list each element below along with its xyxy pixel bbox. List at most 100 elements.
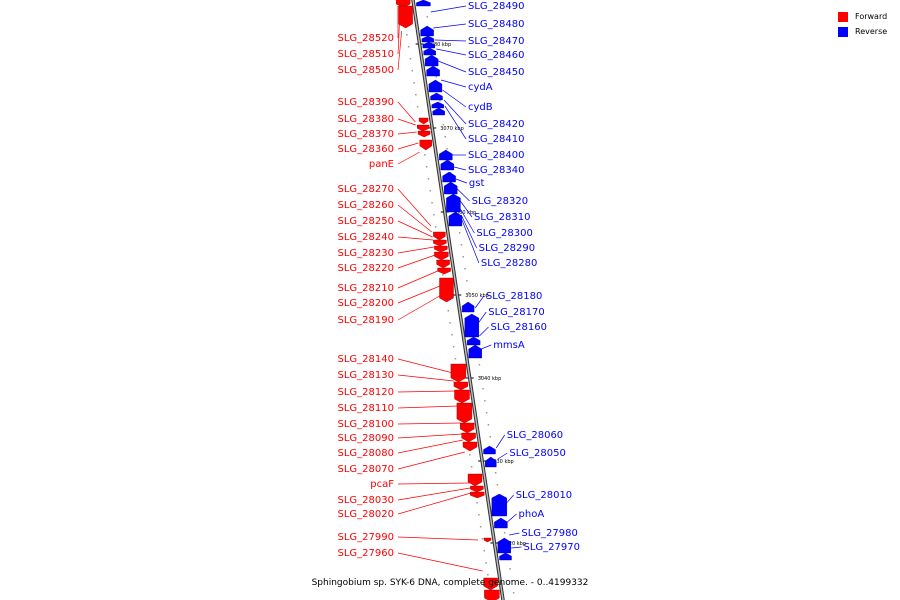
gene-label-slg-28170[interactable]: SLG_28170 xyxy=(488,307,544,318)
reverse-gene-feature-32[interactable] xyxy=(466,336,481,346)
gene-label-cydb[interactable]: cydB xyxy=(468,102,493,113)
gene-label-pcaf[interactable]: pcaF xyxy=(370,479,394,490)
gene-label-mmsa[interactable]: mmsA xyxy=(493,340,525,351)
reverse-gene-feature-9[interactable] xyxy=(428,79,443,93)
reverse-gene-feature-41[interactable] xyxy=(483,445,496,455)
forward-gene-feature-24[interactable] xyxy=(433,239,447,247)
forward-gene-feature-29[interactable] xyxy=(439,277,454,303)
reverse-gene-feature-10[interactable] xyxy=(430,92,443,101)
forward-gene-feature-36[interactable] xyxy=(454,389,470,404)
forward-gene-feature-26[interactable] xyxy=(434,251,449,261)
gene-label-pane[interactable]: panE xyxy=(369,159,394,170)
reverse-gene-feature-21[interactable] xyxy=(446,193,461,213)
gene-label-slg-28240[interactable]: SLG_28240 xyxy=(338,232,394,243)
gene-label-slg-28280[interactable]: SLG_28280 xyxy=(481,258,537,269)
gene-label-slg-28340[interactable]: SLG_28340 xyxy=(468,165,524,176)
gene-label-slg-28020[interactable]: SLG_28020 xyxy=(338,509,394,520)
forward-gene-feature-28[interactable] xyxy=(437,267,451,275)
reverse-gene-feature-2[interactable] xyxy=(416,0,431,7)
forward-gene-feature-39[interactable] xyxy=(461,432,476,443)
gene-label-slg-28270[interactable]: SLG_28270 xyxy=(338,184,394,195)
reverse-gene-feature-47[interactable] xyxy=(494,517,508,529)
gene-label-slg-28420[interactable]: SLG_28420 xyxy=(468,119,524,130)
gene-label-slg-28390[interactable]: SLG_28390 xyxy=(338,97,394,108)
reverse-gene-feature-3[interactable] xyxy=(420,25,434,37)
gene-label-slg-28290[interactable]: SLG_28290 xyxy=(479,243,535,254)
gene-label-slg-28470[interactable]: SLG_28470 xyxy=(468,36,524,47)
reverse-gene-feature-7[interactable] xyxy=(424,54,439,67)
reverse-gene-feature-31[interactable] xyxy=(464,313,479,338)
reverse-gene-feature-12[interactable] xyxy=(432,107,445,116)
gene-label-slg-28200[interactable]: SLG_28200 xyxy=(338,298,394,309)
gene-label-phoa[interactable]: phoA xyxy=(519,509,545,520)
forward-gene-feature-15[interactable] xyxy=(417,130,431,138)
forward-gene-feature-35[interactable] xyxy=(453,381,469,391)
gene-label-slg-28110[interactable]: SLG_28110 xyxy=(338,403,394,414)
forward-gene-feature-45[interactable] xyxy=(470,491,485,499)
gene-label-slg-28360[interactable]: SLG_28360 xyxy=(338,144,394,155)
gene-label-slg-28160[interactable]: SLG_28160 xyxy=(491,322,547,333)
reverse-gene-feature-4[interactable] xyxy=(421,35,435,43)
gene-label-slg-28010[interactable]: SLG_28010 xyxy=(516,490,572,501)
gene-label-slg-28030[interactable]: SLG_28030 xyxy=(338,495,394,506)
gene-label-gst[interactable]: gst xyxy=(469,178,485,189)
gene-label-slg-28400[interactable]: SLG_28400 xyxy=(468,150,524,161)
gene-label-slg-28180[interactable]: SLG_28180 xyxy=(486,291,542,302)
reverse-gene-feature-30[interactable] xyxy=(461,301,475,313)
gene-label-slg-28260[interactable]: SLG_28260 xyxy=(338,200,394,211)
gene-label-slg-28130[interactable]: SLG_28130 xyxy=(338,370,394,381)
gene-label-slg-28230[interactable]: SLG_28230 xyxy=(338,248,394,259)
forward-gene-feature-38[interactable] xyxy=(460,422,475,434)
gene-label-slg-28370[interactable]: SLG_28370 xyxy=(338,129,394,140)
forward-gene-feature-51[interactable] xyxy=(483,577,498,591)
gene-label-slg-28250[interactable]: SLG_28250 xyxy=(338,216,394,227)
gene-label-slg-28410[interactable]: SLG_28410 xyxy=(468,134,524,145)
reverse-gene-feature-17[interactable] xyxy=(439,149,453,161)
reverse-gene-feature-22[interactable] xyxy=(448,211,463,227)
gene-label-slg-28060[interactable]: SLG_28060 xyxy=(507,430,563,441)
gene-label-slg-27970[interactable]: SLG_27970 xyxy=(524,542,580,553)
gene-label-slg-28100[interactable]: SLG_28100 xyxy=(338,419,394,430)
reverse-gene-feature-20[interactable] xyxy=(444,181,458,195)
gene-label-slg-28220[interactable]: SLG_28220 xyxy=(338,263,394,274)
gene-label-slg-28080[interactable]: SLG_28080 xyxy=(338,448,394,459)
gene-label-slg-28450[interactable]: SLG_28450 xyxy=(468,67,524,78)
gene-label-slg-28300[interactable]: SLG_28300 xyxy=(476,228,532,239)
forward-gene-feature-25[interactable] xyxy=(434,245,448,253)
gene-label-slg-28480[interactable]: SLG_28480 xyxy=(468,19,524,30)
gene-label-slg-28050[interactable]: SLG_28050 xyxy=(509,448,565,459)
forward-gene-feature-43[interactable] xyxy=(467,473,483,487)
gene-label-slg-28510[interactable]: SLG_28510 xyxy=(338,49,394,60)
forward-gene-feature-34[interactable] xyxy=(450,363,467,383)
reverse-gene-feature-42[interactable] xyxy=(485,456,497,468)
gene-label-slg-28190[interactable]: SLG_28190 xyxy=(338,315,394,326)
reverse-gene-feature-48[interactable] xyxy=(497,537,511,554)
forward-gene-feature-23[interactable] xyxy=(433,231,446,241)
gene-label-cyda[interactable]: cydA xyxy=(468,82,493,93)
forward-gene-feature-52[interactable] xyxy=(484,589,500,600)
gene-label-slg-28090[interactable]: SLG_28090 xyxy=(338,433,394,444)
reverse-gene-feature-33[interactable] xyxy=(468,344,482,359)
gene-label-slg-28320[interactable]: SLG_28320 xyxy=(472,196,528,207)
gene-label-slg-27980[interactable]: SLG_27980 xyxy=(521,528,577,539)
gene-label-slg-28120[interactable]: SLG_28120 xyxy=(338,387,394,398)
gene-label-slg-28520[interactable]: SLG_28520 xyxy=(338,33,394,44)
forward-gene-feature-14[interactable] xyxy=(417,124,430,132)
gene-label-slg-28490[interactable]: SLG_28490 xyxy=(468,1,524,12)
gene-label-slg-27990[interactable]: SLG_27990 xyxy=(338,532,394,543)
forward-gene-feature-44[interactable] xyxy=(470,485,484,493)
reverse-gene-feature-46[interactable] xyxy=(491,493,507,517)
reverse-gene-feature-49[interactable] xyxy=(499,552,512,561)
forward-gene-feature-1[interactable] xyxy=(398,5,413,29)
gene-label-slg-28500[interactable]: SLG_28500 xyxy=(338,65,394,76)
gene-label-slg-28380[interactable]: SLG_28380 xyxy=(338,114,394,125)
gene-label-slg-28460[interactable]: SLG_28460 xyxy=(468,50,524,61)
reverse-gene-feature-19[interactable] xyxy=(442,171,456,183)
gene-label-slg-28310[interactable]: SLG_28310 xyxy=(474,212,530,223)
reverse-gene-feature-11[interactable] xyxy=(431,101,444,109)
reverse-gene-feature-6[interactable] xyxy=(423,47,436,56)
forward-gene-feature-27[interactable] xyxy=(436,259,450,269)
forward-gene-feature-13[interactable] xyxy=(418,117,429,125)
reverse-gene-feature-5[interactable] xyxy=(422,41,435,49)
forward-gene-feature-50[interactable] xyxy=(483,537,492,543)
